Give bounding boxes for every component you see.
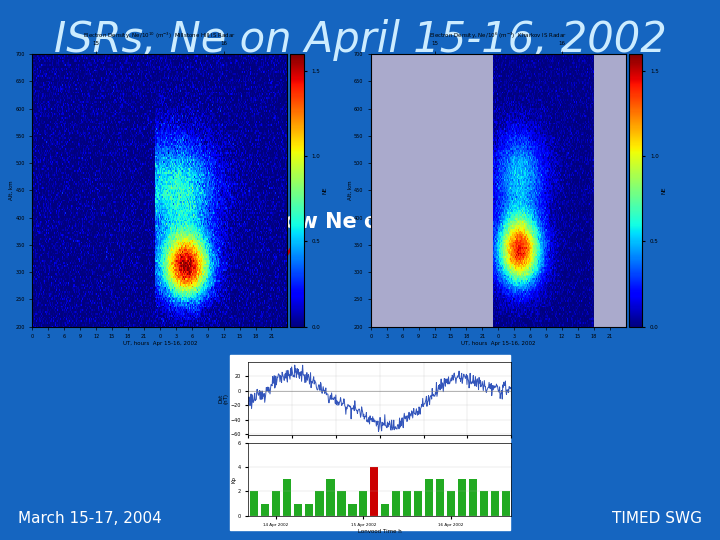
Bar bbox=[458, 480, 466, 516]
Bar bbox=[305, 503, 312, 516]
Bar bbox=[370, 467, 379, 516]
Bar bbox=[271, 491, 280, 516]
Title: Electron Density, Ne/10$^{10}$ (m$^{-3}$)  Millstone Hill IS Radar: Electron Density, Ne/10$^{10}$ (m$^{-3}$… bbox=[84, 31, 236, 42]
Bar bbox=[283, 480, 291, 516]
Bar bbox=[315, 491, 324, 516]
Bar bbox=[447, 491, 455, 516]
Title: Electron Density, Ne/10$^{6}$ (m$^{-3}$)  Kharkov IS Radar: Electron Density, Ne/10$^{6}$ (m$^{-3}$)… bbox=[429, 31, 567, 42]
X-axis label: UT, hours  Apr 15-16, 2002: UT, hours Apr 15-16, 2002 bbox=[122, 341, 197, 346]
Bar bbox=[326, 480, 335, 516]
Bar bbox=[502, 491, 510, 516]
Text: TIMED SWG: TIMED SWG bbox=[612, 511, 702, 526]
Text: Unusually low Ne on April 16, 2002: Unusually low Ne on April 16, 2002 bbox=[154, 212, 566, 232]
Bar bbox=[359, 491, 367, 516]
Bar bbox=[490, 491, 499, 516]
X-axis label: UT, hours  Apr 15-16, 2002: UT, hours Apr 15-16, 2002 bbox=[461, 341, 536, 346]
Bar bbox=[338, 491, 346, 516]
Bar bbox=[480, 491, 488, 516]
Y-axis label: Kp: Kp bbox=[231, 476, 236, 483]
Bar bbox=[436, 480, 444, 516]
Bar bbox=[425, 480, 433, 516]
Bar bbox=[230, 355, 510, 530]
Y-axis label: NE: NE bbox=[323, 187, 328, 194]
Bar bbox=[414, 491, 422, 516]
Y-axis label: Alt, km: Alt, km bbox=[9, 180, 14, 200]
Y-axis label: Alt, km: Alt, km bbox=[347, 180, 352, 200]
Text: March 15-17, 2004: March 15-17, 2004 bbox=[18, 511, 162, 526]
Bar bbox=[392, 491, 400, 516]
Bar bbox=[403, 491, 411, 516]
Bar bbox=[469, 480, 477, 516]
Text: ISRs, Ne on April 15-16, 2002: ISRs, Ne on April 15-16, 2002 bbox=[53, 19, 667, 61]
X-axis label: Lonvood Time h: Lonvood Time h bbox=[358, 529, 402, 534]
Bar bbox=[294, 503, 302, 516]
Y-axis label: Dst
(nT): Dst (nT) bbox=[218, 393, 229, 404]
Bar bbox=[250, 491, 258, 516]
Bar bbox=[261, 503, 269, 516]
Bar bbox=[381, 503, 390, 516]
Y-axis label: NE: NE bbox=[662, 187, 667, 194]
Bar bbox=[348, 503, 356, 516]
